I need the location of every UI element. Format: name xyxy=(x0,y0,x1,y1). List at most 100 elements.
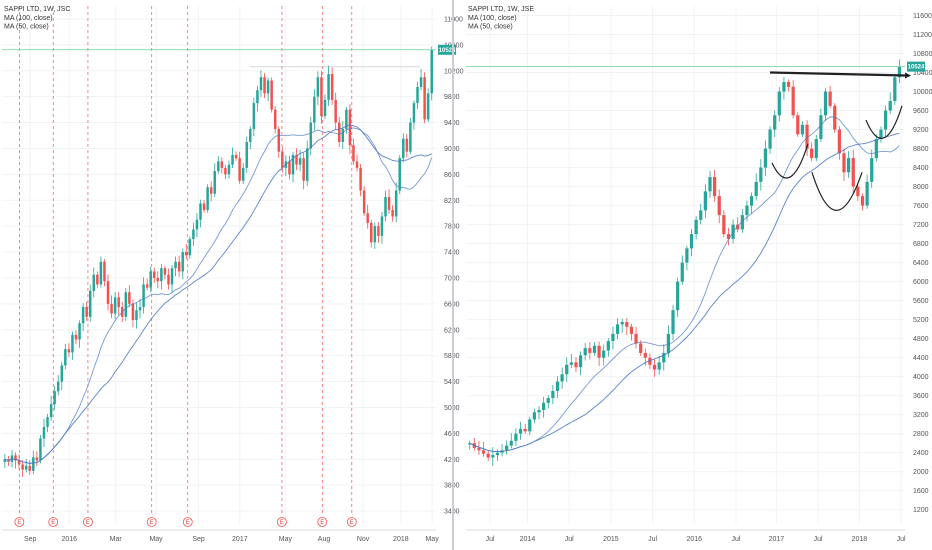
candle-body xyxy=(874,139,878,159)
candle-body xyxy=(708,177,712,192)
candle-body xyxy=(523,428,527,432)
candle-body xyxy=(302,158,305,181)
candle-body xyxy=(270,80,273,110)
candle-body xyxy=(694,219,698,235)
candle-body xyxy=(231,154,234,165)
y-tick-label: 3800 xyxy=(444,483,460,490)
y-tick-label: 3600 xyxy=(913,393,929,400)
candle-body xyxy=(847,158,851,173)
candle-body xyxy=(676,281,680,311)
candle-body xyxy=(491,455,495,458)
earnings-marker xyxy=(277,517,287,527)
candle-body xyxy=(528,419,532,432)
candle-body xyxy=(879,129,883,140)
last-price-label: 10524 xyxy=(439,48,456,54)
candle-body xyxy=(583,348,587,356)
candle-body xyxy=(648,357,652,365)
candle-body xyxy=(759,167,763,182)
candle-body xyxy=(426,93,430,120)
candle-body xyxy=(323,99,327,117)
candle-body xyxy=(209,187,213,194)
candle-body xyxy=(113,297,117,314)
x-tick-label: 2017 xyxy=(232,536,248,543)
candle-body xyxy=(99,261,103,285)
candle-body xyxy=(897,66,902,78)
candle-body xyxy=(46,417,49,427)
candle-body xyxy=(532,412,537,420)
candle-body xyxy=(634,333,638,344)
candle-body xyxy=(181,252,184,272)
x-tick-label: 2015 xyxy=(603,536,619,543)
candle-body xyxy=(773,115,777,130)
candle-body xyxy=(174,261,177,269)
y-tick-label: 3400 xyxy=(444,509,460,516)
candle-body xyxy=(359,167,362,191)
candle-body xyxy=(639,343,643,353)
candle-body xyxy=(477,447,481,451)
y-tick-label: 8400 xyxy=(913,165,929,172)
candle-body xyxy=(277,129,281,152)
candle-body xyxy=(81,307,85,324)
x-tick-label: Aug xyxy=(318,536,331,543)
candle-body xyxy=(362,190,366,214)
candle-body xyxy=(56,381,60,392)
candle-body xyxy=(505,445,509,451)
candle-body xyxy=(131,303,135,321)
left-shoulder-drawing xyxy=(771,143,809,179)
candle-body xyxy=(419,77,423,87)
chart-title: SAPPI LTD, 1W, JSE xyxy=(468,6,534,13)
candle-body xyxy=(327,73,330,100)
candle-body xyxy=(754,181,758,197)
candle-body xyxy=(423,77,426,120)
candle-body xyxy=(160,268,163,282)
y-tick-label: 6400 xyxy=(913,260,929,267)
y-tick-label: 10800 xyxy=(913,51,932,58)
candle-body xyxy=(394,190,398,217)
candle-body xyxy=(53,391,56,405)
earnings-marker xyxy=(14,517,25,527)
candle-body xyxy=(652,364,657,370)
y-tick-label: 4600 xyxy=(444,431,460,438)
x-tick-label: Jul xyxy=(565,536,574,543)
y-tick-label: 10000 xyxy=(913,89,932,96)
candle-body xyxy=(620,322,624,325)
candle-body xyxy=(249,129,252,142)
y-tick-label: 7200 xyxy=(913,222,929,229)
y-tick-label: 6600 xyxy=(444,301,460,308)
x-tick-label: 2016 xyxy=(686,536,702,543)
x-tick-label: Jul xyxy=(648,536,657,543)
candle-body xyxy=(662,352,666,363)
candle-body xyxy=(17,460,21,465)
candle-body xyxy=(320,77,323,117)
candle-body xyxy=(170,268,174,285)
candle-body xyxy=(833,105,837,130)
candle-body xyxy=(569,362,573,365)
candle-body xyxy=(128,292,131,304)
x-tick-label: Jul xyxy=(897,536,906,543)
candle-body xyxy=(740,215,744,230)
left-chart-panel: EEEEEEEE11000106001020098009400900086008… xyxy=(2,6,464,543)
candle-body xyxy=(597,345,601,358)
candle-body xyxy=(309,122,313,149)
candle-body xyxy=(726,234,731,239)
candle-body xyxy=(810,148,814,159)
neckline-drawing xyxy=(769,71,906,77)
candle-body xyxy=(782,82,786,92)
candle-body xyxy=(177,261,181,272)
candle-body xyxy=(156,277,160,282)
candle-body xyxy=(671,310,675,334)
candle-body xyxy=(560,374,564,382)
candle-body xyxy=(611,333,615,342)
earnings-label: E xyxy=(320,520,324,526)
candle-body xyxy=(334,99,337,123)
earnings-label: E xyxy=(17,520,21,526)
candle-body xyxy=(592,345,597,353)
y-tick-label: 4000 xyxy=(913,374,929,381)
candle-body xyxy=(703,191,707,211)
last-price-tag xyxy=(438,44,456,55)
candle-body xyxy=(138,307,142,311)
candle-body xyxy=(316,77,320,97)
y-tick-label: 6800 xyxy=(913,241,929,248)
right-shoulder-drawing xyxy=(865,105,903,139)
